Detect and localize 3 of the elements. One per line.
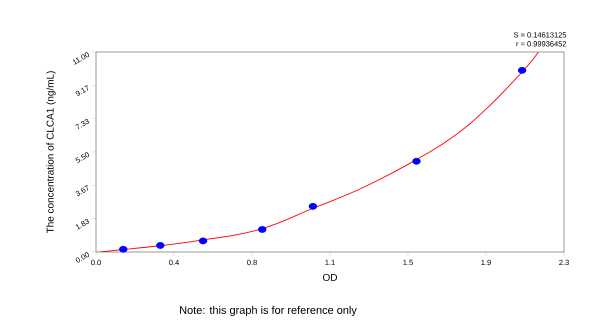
text: Note: this graph is for reference only	[180, 306, 357, 316]
y-axis-title: The concentration of CLCA1 (ng/mL)	[46, 71, 56, 234]
x-axis-title: OD	[323, 274, 337, 281]
